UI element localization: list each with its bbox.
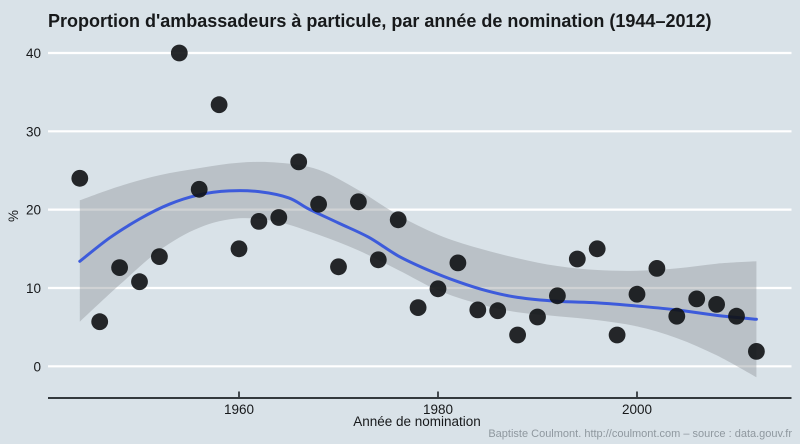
- chart-title: Proportion d'ambassadeurs à particule, p…: [48, 11, 712, 31]
- trend-line-path: [78, 189, 758, 321]
- data-point: [688, 290, 706, 308]
- data-point: [588, 240, 606, 258]
- y-tick-label: 10: [26, 281, 41, 296]
- data-point: [728, 307, 745, 325]
- data-point: [210, 96, 228, 114]
- data-point: [708, 296, 725, 313]
- data-point: [131, 273, 148, 291]
- data-point: [369, 251, 387, 269]
- data-point: [449, 254, 467, 272]
- data-points: [71, 44, 765, 360]
- data-point: [628, 285, 646, 303]
- x-tick-label: 2000: [622, 402, 652, 417]
- data-point: [509, 326, 526, 344]
- data-point: [489, 302, 507, 320]
- data-point: [568, 250, 586, 268]
- data-point: [469, 301, 487, 319]
- x-axis: [48, 391, 792, 399]
- data-point: [549, 287, 566, 305]
- data-point: [409, 299, 427, 316]
- trend-line: [78, 189, 758, 321]
- data-point: [310, 195, 327, 213]
- data-point: [250, 213, 268, 230]
- data-point: [429, 280, 447, 298]
- data-point: [389, 211, 407, 229]
- x-tick-label: 1960: [224, 402, 254, 417]
- confidence-band-area: [79, 161, 757, 378]
- data-point: [71, 169, 89, 187]
- data-point: [648, 260, 666, 277]
- y-tick-label: 20: [26, 203, 41, 218]
- data-point: [330, 258, 347, 276]
- data-point: [111, 259, 128, 276]
- y-tick-label: 0: [33, 359, 41, 374]
- data-point: [748, 343, 765, 360]
- x-tick-label: 1980: [423, 402, 453, 417]
- data-point: [529, 308, 546, 326]
- tick-labels: 0 10 20 30 40 1960 1980 2000: [26, 46, 652, 417]
- data-point: [190, 180, 208, 198]
- x-axis-label: Année de nomination: [353, 414, 481, 429]
- data-point: [668, 307, 686, 325]
- source-caption: Baptiste Coulmont. http://coulmont.com –…: [488, 428, 792, 440]
- data-point: [290, 153, 308, 171]
- data-point: [91, 313, 109, 331]
- confidence-band: [79, 161, 757, 378]
- y-tick-label: 30: [26, 124, 41, 139]
- y-axis-label: %: [6, 210, 21, 222]
- data-point: [230, 240, 248, 258]
- data-point: [151, 248, 168, 265]
- data-point: [350, 193, 367, 211]
- y-tick-label: 40: [26, 46, 41, 61]
- data-point: [270, 209, 288, 226]
- data-point: [170, 44, 188, 62]
- data-point: [608, 326, 626, 344]
